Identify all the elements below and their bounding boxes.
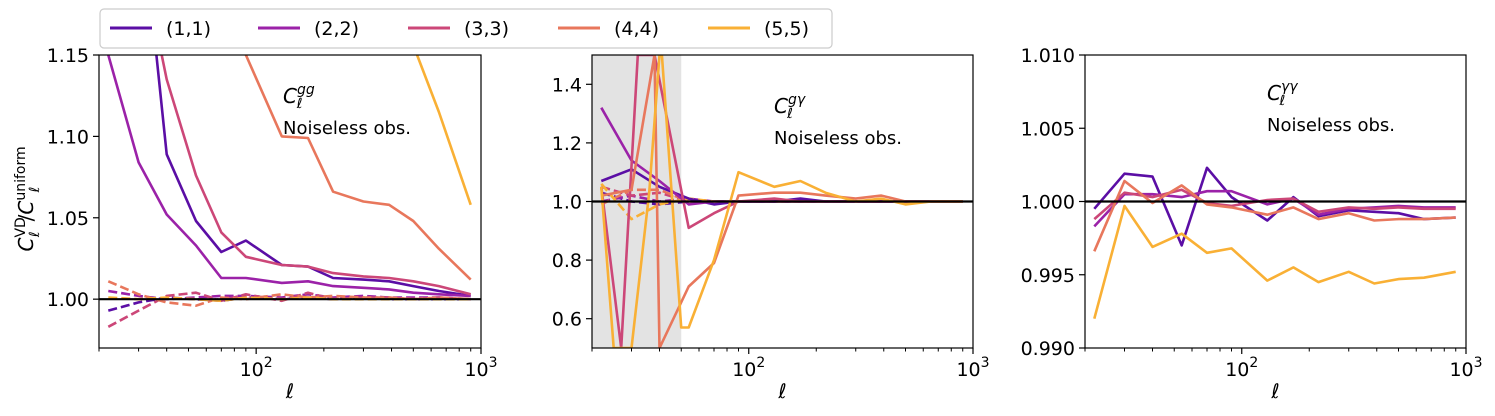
- y-tick-label: 1.15: [47, 45, 89, 67]
- annotation-subscript: ℓ: [786, 106, 793, 122]
- plot-area: [592, 55, 973, 348]
- legend-label: (1,1): [166, 18, 211, 40]
- x-tick-label: 102: [240, 355, 273, 381]
- x-tick-label: 103: [1449, 355, 1482, 381]
- x-tick-exponent: 3: [1474, 355, 1483, 371]
- annotation-subscript: ℓ: [296, 96, 303, 112]
- y-label-subscript-2: ℓ: [27, 187, 43, 194]
- annotation-text: Noiseless obs.: [774, 128, 902, 149]
- y-tick-label: 0.6: [552, 309, 582, 331]
- x-tick-base: 10: [464, 359, 488, 381]
- y-label-subscript: ℓ: [27, 231, 43, 238]
- y-label-symbol-2: C: [14, 201, 38, 215]
- y-tick-label: 1.4: [552, 74, 582, 96]
- annotation-text: Noiseless obs.: [283, 118, 411, 139]
- x-tick-exponent: 2: [264, 355, 273, 371]
- legend-label: (3,3): [464, 18, 509, 40]
- x-tick-exponent: 3: [489, 355, 498, 371]
- annotation-superscript: γγ: [1281, 79, 1298, 95]
- y-tick-label: 0.990: [1021, 338, 1075, 360]
- y-tick-label: 1.000: [1021, 192, 1075, 214]
- series-line-solid-55: [1093, 204, 1456, 320]
- plot-area: [1085, 166, 1466, 320]
- series-line-solid-33: [160, 55, 472, 296]
- legend-label: (2,2): [314, 18, 359, 40]
- x-tick-label: 103: [956, 355, 989, 381]
- y-tick-label: 1.005: [1021, 118, 1075, 140]
- x-tick-base: 10: [956, 359, 980, 381]
- x-tick-base: 10: [240, 359, 264, 381]
- legend-label: (4,4): [614, 18, 659, 40]
- annotation-subscript: ℓ: [1279, 93, 1286, 109]
- plot-area: [99, 55, 481, 328]
- series-line-solid-44: [244, 55, 472, 281]
- annotation-text: Noiseless obs.: [1267, 115, 1395, 136]
- x-axis-label: ℓ: [1270, 379, 1279, 403]
- y-tick-label: 1.00: [47, 289, 89, 311]
- x-tick-exponent: 3: [981, 355, 990, 371]
- x-tick-label: 102: [732, 355, 765, 381]
- axes-frame: [98, 54, 482, 349]
- annotation-symbol: Cgg ℓ: [283, 82, 315, 112]
- y-tick-label: 1.0: [552, 192, 582, 214]
- x-tick-exponent: 2: [1249, 355, 1258, 371]
- x-tick-label: 102: [1225, 355, 1258, 381]
- y-label-superscript-2: uniform: [13, 146, 29, 200]
- series-line-solid-11: [1093, 166, 1456, 247]
- series-line-solid-44: [601, 55, 963, 348]
- y-tick-label: 0.995: [1021, 265, 1075, 287]
- x-tick-base: 10: [732, 359, 756, 381]
- y-tick-label: 1.010: [1021, 45, 1075, 67]
- y-axis-label: CVDℓ/Cuniformℓ: [13, 146, 43, 251]
- annotation-symbol: Cγγ ℓ: [1267, 79, 1298, 109]
- x-tick-base: 10: [1225, 359, 1249, 381]
- x-tick-exponent: 2: [756, 355, 765, 371]
- annotation-C: C: [1267, 81, 1281, 105]
- x-axis-label: ℓ: [285, 379, 294, 403]
- series-line-solid-55: [415, 55, 472, 206]
- series-line-solid-55: [600, 55, 963, 348]
- legend: (1,1) (2,2) (3,3) (4,4) (5,5): [99, 8, 833, 49]
- y-label-separator: /: [14, 214, 38, 221]
- series-line-solid-22: [107, 55, 471, 298]
- annotation-C: C: [283, 84, 297, 108]
- y-label-symbol: C: [14, 238, 38, 252]
- y-label-superscript: VD: [13, 217, 29, 237]
- legend-box: [99, 8, 833, 49]
- series-line-solid-33: [1093, 188, 1456, 221]
- x-tick-label: 103: [464, 355, 497, 381]
- series-line-solid-44: [1093, 179, 1456, 252]
- annotation-superscript: gg: [297, 82, 315, 98]
- annotation-C: C: [774, 94, 788, 118]
- y-tick-label: 1.2: [552, 133, 582, 155]
- annotation-superscript: gγ: [788, 92, 806, 108]
- y-tick-label: 1.05: [47, 208, 89, 230]
- y-tick-label: 1.10: [47, 126, 89, 148]
- x-axis-label: ℓ: [777, 379, 786, 403]
- y-tick-label: 0.8: [552, 250, 582, 272]
- x-tick-base: 10: [1449, 359, 1473, 381]
- annotation-symbol: Cgγ ℓ: [774, 92, 806, 122]
- legend-label: (5,5): [764, 18, 809, 40]
